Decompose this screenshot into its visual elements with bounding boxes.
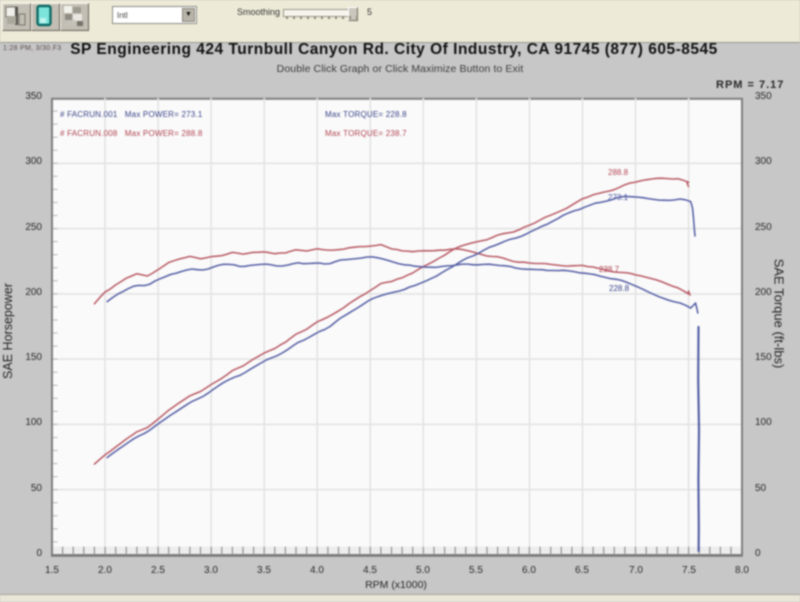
svg-text:228.8: 228.8 [609, 284, 630, 293]
svg-text:288.8: 288.8 [608, 168, 629, 177]
svg-text:273.1: 273.1 [608, 193, 629, 202]
svg-text:238.7: 238.7 [599, 265, 620, 274]
